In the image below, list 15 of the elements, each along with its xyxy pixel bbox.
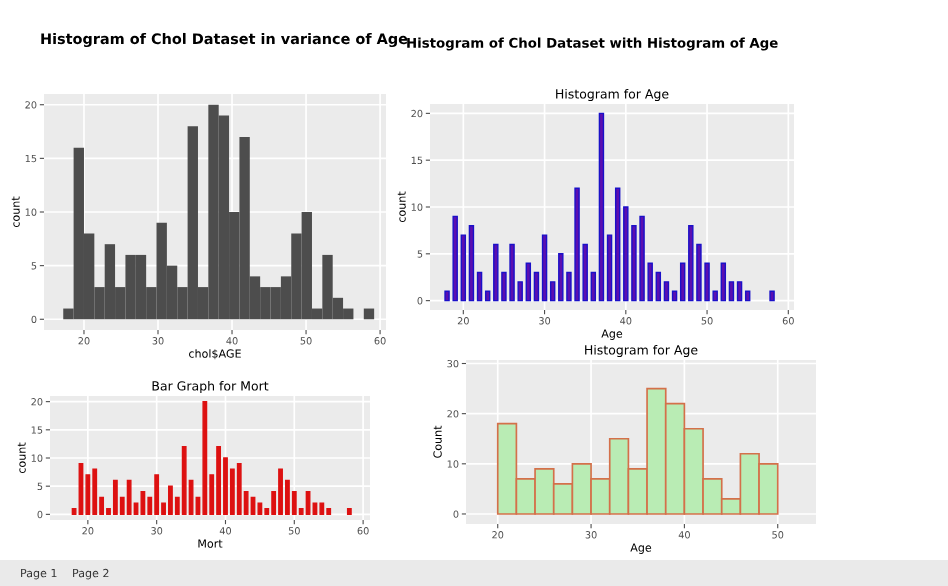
bar xyxy=(720,262,727,302)
bar xyxy=(541,234,548,302)
bar xyxy=(574,187,580,302)
bar xyxy=(558,253,564,302)
bar xyxy=(598,112,605,302)
bar xyxy=(688,225,694,302)
bar xyxy=(736,281,743,302)
bar xyxy=(452,215,458,302)
bar xyxy=(468,225,475,302)
bar xyxy=(614,187,621,302)
bar xyxy=(525,262,532,302)
bar xyxy=(509,243,515,302)
bar xyxy=(639,215,645,302)
bar xyxy=(493,243,499,302)
bar xyxy=(769,290,775,302)
